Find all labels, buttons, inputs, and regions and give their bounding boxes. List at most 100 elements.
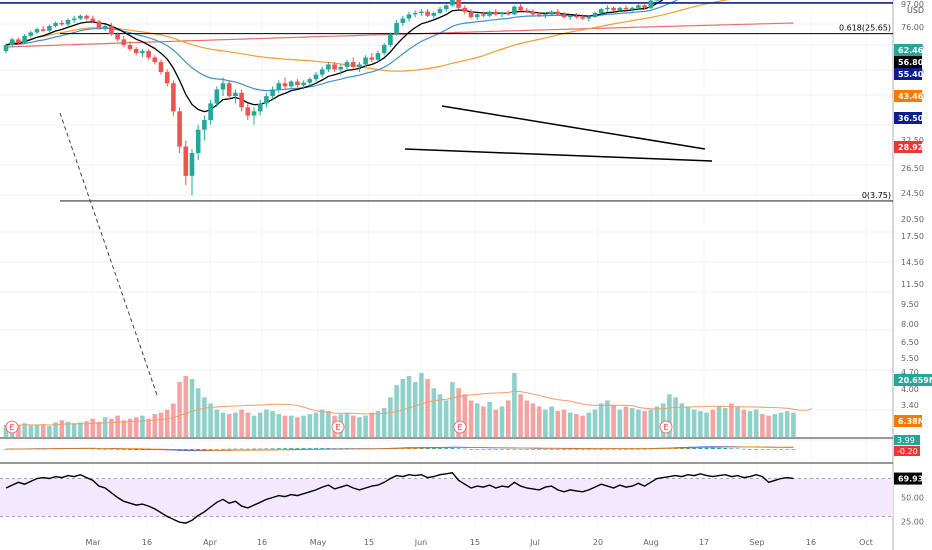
volume-bar <box>766 415 771 437</box>
price-badge[interactable] <box>894 90 922 102</box>
candle-body <box>512 6 517 15</box>
volume-bar <box>493 409 499 437</box>
volume-bar <box>586 412 592 437</box>
earnings-marker-icon[interactable] <box>453 420 467 434</box>
volume-bar <box>171 403 176 437</box>
macd-histogram-bar <box>735 448 740 450</box>
volume-bar <box>412 382 418 437</box>
candle-body <box>561 14 567 18</box>
candle-body <box>9 39 15 46</box>
volume-bar <box>567 412 573 437</box>
macd-histogram-bar <box>500 449 504 450</box>
price-axis[interactable]: 97.0076.0062.5050.0040.0032.5026.5024.50… <box>894 0 932 526</box>
macd-histogram-bar <box>512 449 517 450</box>
ma-50-line <box>5 0 730 72</box>
candle-body <box>239 92 244 108</box>
macd-histogram-bar <box>741 448 746 450</box>
macd-histogram-bar <box>214 449 219 450</box>
macd-histogram-bar <box>748 448 752 450</box>
volume-bar <box>679 403 685 437</box>
macd-histogram-bar <box>754 449 759 450</box>
candle-body <box>580 17 585 19</box>
earnings-marker-icon[interactable] <box>5 420 19 434</box>
earnings-marker-icon[interactable] <box>331 420 345 434</box>
candle-body <box>307 79 313 83</box>
candle-body <box>443 5 449 10</box>
dashed-drop-line[interactable] <box>59 112 158 396</box>
macd-histogram-bar <box>518 449 523 450</box>
volume-bar <box>685 406 691 437</box>
time-axis-tick: 16 <box>257 538 267 547</box>
macd-histogram-bar <box>301 448 306 449</box>
macd-histogram-bar <box>469 449 473 450</box>
candle-body <box>214 89 220 104</box>
candle-body <box>109 25 114 35</box>
candle-body <box>288 81 294 87</box>
price-badge-label: 20.659M <box>898 376 932 385</box>
price-badge[interactable] <box>894 415 922 427</box>
volume-bar <box>183 376 189 437</box>
volume-bar <box>282 415 288 437</box>
macd-histogram-bar <box>233 448 238 450</box>
candle-body <box>375 53 381 60</box>
price-axis-tick: 17.50 <box>901 232 924 241</box>
macd-badge[interactable] <box>894 446 920 456</box>
price-badge[interactable] <box>894 112 922 124</box>
volume-bar <box>623 406 629 437</box>
macd-histogram-bar <box>642 448 647 450</box>
macd-histogram-bar <box>568 449 573 450</box>
rsi-line <box>5 472 794 524</box>
candle-body <box>47 25 52 31</box>
macd-histogram-bar <box>698 447 703 449</box>
volume-bar <box>778 412 784 437</box>
volume-bar <box>381 408 387 437</box>
price-axis-tick: 20.50 <box>901 215 924 224</box>
rsi-badge[interactable] <box>894 472 922 485</box>
macd-histogram-bar <box>202 449 207 451</box>
volume-bar <box>456 388 461 437</box>
candle-body <box>648 0 654 8</box>
macd-histogram-bar <box>270 448 275 449</box>
volume-bar <box>617 409 623 437</box>
macd-histogram-bar <box>481 449 486 450</box>
wedge-lower-trendline[interactable] <box>404 148 713 162</box>
grid <box>0 0 894 550</box>
ma-200-line <box>5 22 794 48</box>
macd-pane <box>4 446 796 452</box>
price-badge[interactable] <box>894 56 922 68</box>
macd-badge[interactable] <box>894 435 920 445</box>
macd-histogram-bar <box>493 449 498 450</box>
price-badge[interactable] <box>894 141 922 153</box>
candle-body <box>518 6 523 11</box>
wedge-upper-trendline[interactable] <box>441 105 706 150</box>
time-axis-tick: Mar <box>85 538 101 547</box>
time-axis-tick: Jun <box>414 538 428 547</box>
macd-histogram-bar <box>320 448 325 449</box>
candle-body <box>40 29 46 31</box>
candle-body <box>3 45 9 52</box>
volume-bar <box>735 406 740 437</box>
price-badge[interactable] <box>894 44 922 56</box>
macd-histogram-bar <box>531 449 535 450</box>
volume-bar <box>753 409 759 437</box>
volume-bar <box>698 411 703 437</box>
time-axis[interactable]: Mar 16 Apr 16 May 15 Jun 15 Jul 20 Aug 17 Sep 16 Oct <box>85 538 872 547</box>
candle-body <box>617 7 623 11</box>
macd-histogram-bar <box>295 448 300 449</box>
price-badge[interactable] <box>894 68 922 80</box>
price-badge[interactable] <box>894 374 932 386</box>
candle-body <box>474 14 480 18</box>
volume-bar <box>468 400 474 437</box>
earnings-marker-icon[interactable] <box>659 420 673 434</box>
candle-body <box>202 120 207 130</box>
volume-bar <box>121 420 127 437</box>
candle-body <box>524 10 530 12</box>
macd-histogram-bar <box>524 449 529 450</box>
volume-bar <box>747 411 753 437</box>
candle-body <box>344 62 350 67</box>
macd-histogram-bar <box>264 448 269 450</box>
price-axis-tick: 3.40 <box>901 401 919 410</box>
volume-bar <box>642 411 647 437</box>
candle-body <box>164 72 170 84</box>
